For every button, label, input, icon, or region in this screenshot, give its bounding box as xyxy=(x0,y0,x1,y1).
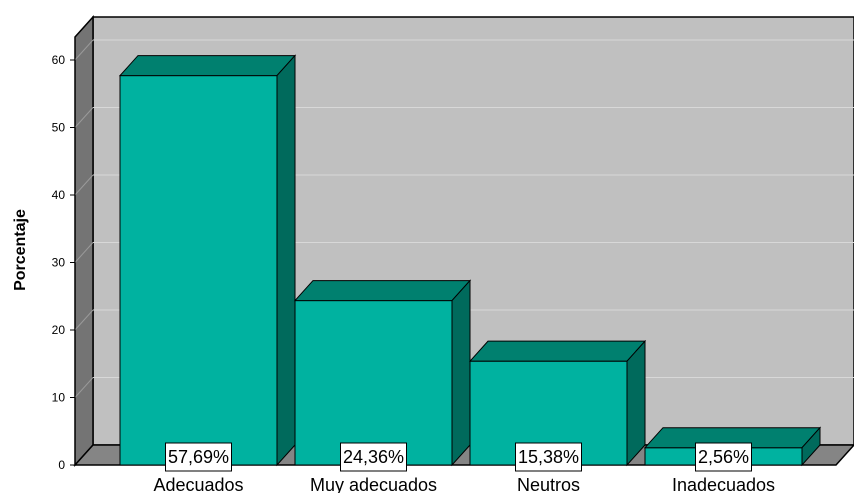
gridline-side xyxy=(74,309,94,331)
bar-side xyxy=(801,426,821,467)
y-tick-label: 60 xyxy=(52,53,66,67)
bar-top xyxy=(118,55,297,77)
data-label-text: 2,56% xyxy=(698,447,749,467)
bar-top xyxy=(468,340,647,362)
y-tick-label: 40 xyxy=(52,188,66,202)
bar-side xyxy=(451,279,471,467)
y-axis-label: Porcentaje xyxy=(12,209,29,291)
y-tick-label: 30 xyxy=(52,256,66,270)
y-tick-label: 20 xyxy=(52,323,66,337)
data-label-text: 24,36% xyxy=(343,447,404,467)
y-tick-label: 0 xyxy=(58,458,65,472)
data-label: 15,38% xyxy=(515,442,582,472)
data-label: 24,36% xyxy=(340,442,407,472)
bar xyxy=(293,279,472,467)
x-category-label: Inadecuados xyxy=(672,475,775,493)
y-tick-label: 50 xyxy=(52,121,66,135)
bar xyxy=(118,54,297,467)
gridline-side xyxy=(74,107,94,128)
bar xyxy=(468,339,647,467)
data-label-box xyxy=(515,442,582,472)
data-label-box xyxy=(165,442,232,472)
x-category-labels: Adecuados Muy adecuados Neutros Inadecuados xyxy=(153,475,775,493)
data-label: 2,56% xyxy=(695,442,752,472)
x-category-label: Muy adecuados xyxy=(310,475,437,493)
gridline-side xyxy=(74,242,94,263)
bar-front xyxy=(294,300,453,466)
left-wall xyxy=(74,15,94,467)
data-label: 57,69% xyxy=(165,442,232,472)
y-tick-label: 10 xyxy=(52,391,66,405)
data-label-text: 15,38% xyxy=(518,447,579,467)
gridline-side xyxy=(74,174,94,196)
bars xyxy=(118,54,822,467)
data-label-text: 57,69% xyxy=(168,447,229,467)
gridline-side xyxy=(74,39,94,61)
bar-top xyxy=(293,280,472,302)
data-label-box xyxy=(695,442,752,472)
data-labels: 57,69% 24,36% 15,38% 2,56% xyxy=(165,442,752,472)
data-label-box xyxy=(340,442,407,472)
y-tick-labels: 0 10 20 30 40 50 60 xyxy=(52,53,66,472)
bar-front xyxy=(119,75,278,466)
x-category-label: Adecuados xyxy=(153,475,243,493)
bar-side xyxy=(626,339,646,467)
bar-side xyxy=(276,54,296,467)
x-category-label: Neutros xyxy=(517,475,580,493)
gridline-side xyxy=(74,377,94,398)
